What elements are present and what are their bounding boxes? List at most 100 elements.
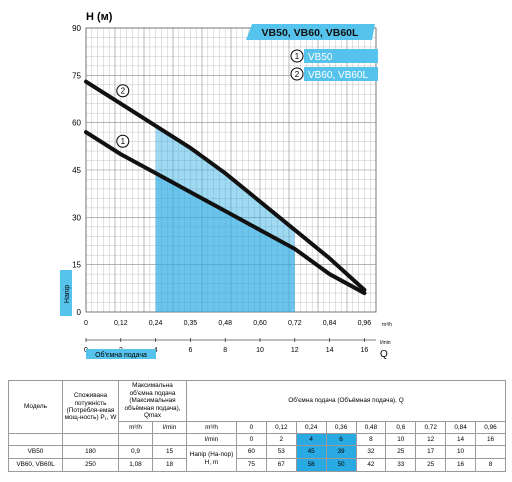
legend-bg-2 (304, 67, 378, 81)
lmin-tick-4: 8 (223, 347, 227, 354)
vb50-h-6: 17 (415, 445, 447, 459)
vb50-h-5: 25 (385, 445, 417, 459)
flow-lmin-4: 8 (355, 433, 387, 446)
y-axis-title: H (м) (86, 11, 113, 23)
th-flow: Об'ємна подача (Объёмная подача), Q (186, 380, 506, 422)
vb50-h-1: 53 (265, 445, 297, 459)
flow-m3h-5: 0,6 (385, 421, 417, 434)
shade-under-curve-2 (155, 125, 295, 312)
x-tick-labels: 0 0,12 0,24 0,35 0,48 0,60 0,72 0,84 0,96 (84, 320, 371, 327)
flow-lmin-2: 4 (295, 433, 327, 446)
th-qmax: Максимальна об'ємна подача (Максимальная… (118, 380, 187, 422)
y-tick-labels: 0 15 30 45 60 75 90 (72, 24, 81, 317)
vb60-h-3: 50 (325, 458, 357, 472)
x-tick-8: 0,96 (358, 320, 372, 327)
vb50-h-8 (475, 445, 506, 459)
legend-name-2: VB60, VB60L (308, 70, 368, 81)
legend: 1 VB50 2 VB60, VB60L (290, 49, 378, 81)
y-tick-30: 30 (72, 213, 81, 222)
x-tick-0: 0 (84, 320, 88, 327)
legend-marker-2 (290, 67, 304, 81)
flow-lmin-7: 14 (445, 433, 476, 446)
title-banner (246, 24, 375, 40)
y-tick-60: 60 (72, 119, 81, 128)
x-tick-5: 0,60 (253, 320, 267, 327)
vb60-h-1: 67 (265, 458, 297, 472)
vb60-h-7: 16 (445, 458, 476, 472)
legend-marker-label-2: 2 (295, 70, 300, 79)
curve-marker-label-1: 1 (121, 137, 126, 146)
legend-marker-label-1: 1 (295, 52, 300, 61)
x-side-label-bg (86, 349, 156, 359)
x-axis-title: Q (380, 349, 388, 360)
x-axis-unit-lmin: l/min (380, 340, 391, 346)
flow-m3h-1: 0,12 (265, 421, 297, 434)
row-vb60-model: VB60, VB60L (8, 458, 63, 472)
x-tick-6: 0,72 (288, 320, 302, 327)
legend-name-1: VB50 (308, 52, 333, 63)
curve-marker-1 (116, 134, 130, 148)
th-power: Споживана потужність (Потребля-емая мощ-… (62, 380, 119, 434)
x-tick-4: 0,48 (218, 320, 232, 327)
flow-m3h-7: 0,84 (445, 421, 476, 434)
vb60-h-5: 33 (385, 458, 417, 472)
flow-m3h-6: 0,72 (415, 421, 447, 434)
vb60-h-4: 42 (355, 458, 387, 472)
x-axis-unit: m³/h (382, 322, 392, 328)
flow-lmin-3: 6 (325, 433, 357, 446)
lmin-tick-8: 16 (361, 347, 369, 354)
vb60-h-2: 58 (295, 458, 327, 472)
vb50-h-3: 39 (325, 445, 357, 459)
flow-lmin-6: 12 (415, 433, 447, 446)
row-vb50-qmax-lmin: 15 (152, 445, 187, 459)
flow-lmin-0: 0 (236, 433, 267, 446)
vb50-h-4: 32 (355, 445, 387, 459)
curve-marker-2 (116, 84, 130, 98)
row-vb50-power: 180 (62, 445, 119, 459)
x-side-label: Об'ємна подача (95, 351, 147, 359)
curve-2 (84, 79, 367, 292)
flow-lmin-1: 2 (265, 433, 297, 446)
legend-marker-1 (290, 49, 304, 63)
row-vb50-model: VB50 (8, 445, 63, 459)
x-tick-7: 0,84 (323, 320, 337, 327)
x-tick-2: 0,24 (149, 320, 163, 327)
x-tick-1: 0,12 (114, 320, 128, 327)
curves: 12 (84, 79, 367, 296)
th-flow-lmin: l/min (186, 433, 237, 446)
lmin-tick-5: 10 (256, 347, 264, 354)
vb60-h-6: 25 (415, 458, 447, 472)
flow-m3h-2: 0,24 (295, 421, 327, 434)
y-tick-45: 45 (72, 166, 81, 175)
curve-1 (84, 130, 367, 296)
shade-under-curve-1 (155, 173, 295, 312)
x-tick-3: 0,35 (184, 320, 198, 327)
y-tick-0: 0 (77, 308, 82, 317)
vb50-h-7: 10 (445, 445, 476, 459)
flow-m3h-8: 0,96 (475, 421, 506, 434)
row-vb60-qmax-lmin: 18 (152, 458, 187, 472)
vb50-h-0: 60 (236, 445, 267, 459)
vb60-h-0: 75 (236, 458, 267, 472)
y-side-label-bg (60, 270, 72, 316)
vb50-h-2: 45 (295, 445, 327, 459)
y-side-label: Напір (63, 285, 71, 303)
head-label: Напір (На-пор) H, m (186, 445, 237, 472)
lmin-tick-3: 6 (188, 347, 192, 354)
legend-bg-1 (304, 49, 378, 63)
spec-table: Модель Споживана потужність (Потребля-ем… (8, 380, 506, 472)
y-tick-75: 75 (72, 71, 81, 80)
flow-m3h-4: 0,48 (355, 421, 387, 434)
th-qmax-m3h: m³/h (118, 421, 153, 434)
th-flow-m3h: m³/h (186, 421, 237, 434)
row-vb50-qmax-m3h: 0,9 (118, 445, 153, 459)
curve-marker-label-2: 2 (121, 87, 126, 96)
th-model: Модель (8, 380, 63, 434)
lmin-tick-7: 14 (326, 347, 334, 354)
operating-range-shade (155, 125, 295, 312)
row-vb60-power: 250 (62, 458, 119, 472)
flow-m3h-3: 0,36 (325, 421, 357, 434)
chart-title: VB50, VB60, VB60L (262, 27, 359, 39)
flow-lmin-5: 10 (385, 433, 417, 446)
